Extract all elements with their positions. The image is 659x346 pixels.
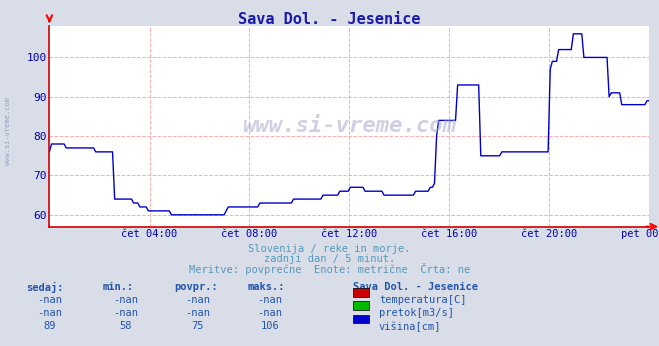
- Text: -nan: -nan: [258, 295, 283, 305]
- Text: -nan: -nan: [258, 308, 283, 318]
- Text: 89: 89: [43, 321, 55, 331]
- Text: višina[cm]: višina[cm]: [379, 321, 442, 332]
- Text: -nan: -nan: [37, 308, 62, 318]
- Text: maks.:: maks.:: [247, 282, 285, 292]
- Text: Sava Dol. - Jesenice: Sava Dol. - Jesenice: [353, 282, 478, 292]
- Text: -nan: -nan: [37, 295, 62, 305]
- Text: -nan: -nan: [113, 308, 138, 318]
- Text: 58: 58: [119, 321, 131, 331]
- Text: zadnji dan / 5 minut.: zadnji dan / 5 minut.: [264, 254, 395, 264]
- Text: 106: 106: [261, 321, 279, 331]
- Text: -nan: -nan: [113, 295, 138, 305]
- Text: min.:: min.:: [102, 282, 133, 292]
- Text: Sava Dol. - Jesenice: Sava Dol. - Jesenice: [239, 12, 420, 27]
- Text: Meritve: povprečne  Enote: metrične  Črta: ne: Meritve: povprečne Enote: metrične Črta:…: [189, 263, 470, 275]
- Text: Slovenija / reke in morje.: Slovenija / reke in morje.: [248, 244, 411, 254]
- Text: www.si-vreme.com: www.si-vreme.com: [5, 98, 11, 165]
- Text: -nan: -nan: [185, 295, 210, 305]
- Text: www.si-vreme.com: www.si-vreme.com: [243, 116, 456, 136]
- Text: 75: 75: [192, 321, 204, 331]
- Text: sedaj:: sedaj:: [26, 282, 64, 293]
- Text: -nan: -nan: [185, 308, 210, 318]
- Text: temperatura[C]: temperatura[C]: [379, 295, 467, 305]
- Text: pretok[m3/s]: pretok[m3/s]: [379, 308, 454, 318]
- Text: povpr.:: povpr.:: [175, 282, 218, 292]
